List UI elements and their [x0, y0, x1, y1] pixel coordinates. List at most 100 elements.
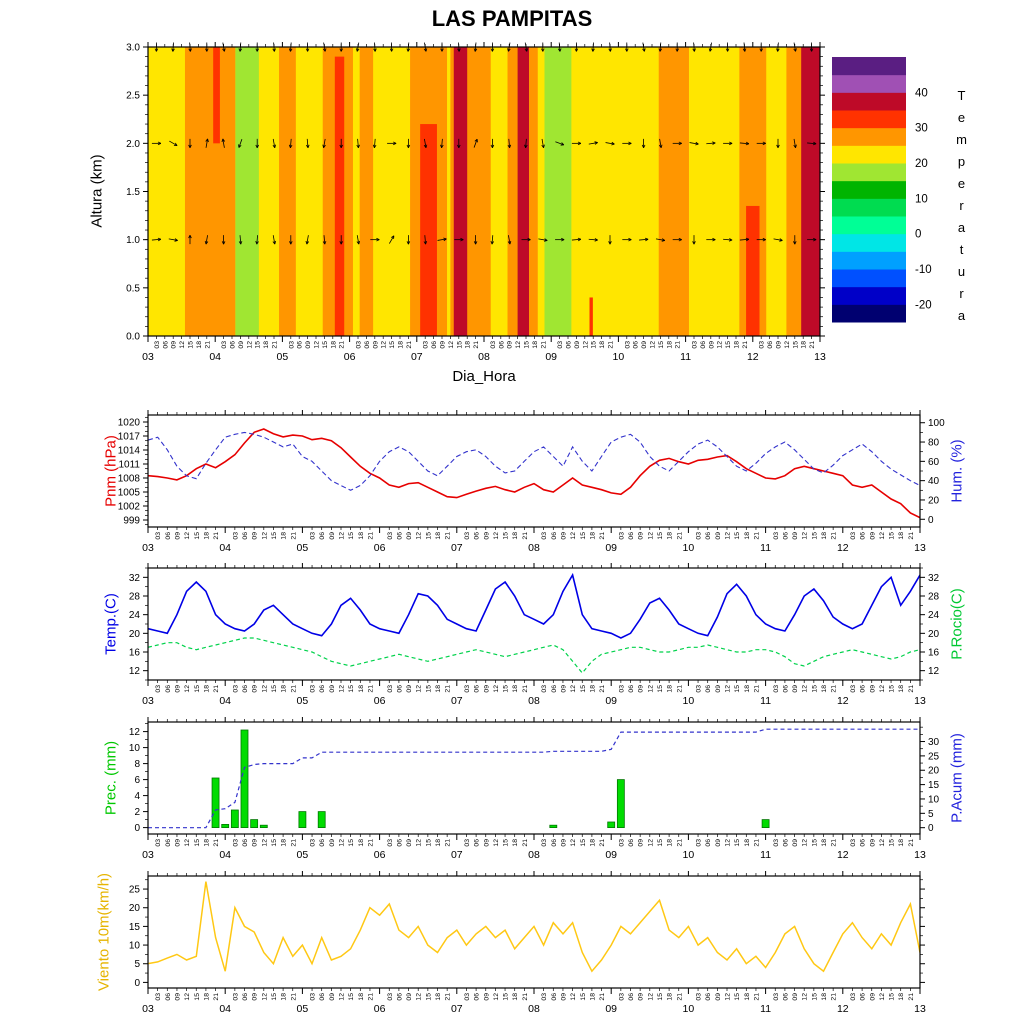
svg-text:15: 15 [811, 685, 818, 693]
svg-text:12: 12 [570, 685, 577, 693]
svg-text:18: 18 [898, 993, 905, 1001]
temp-right-axis: 12 16 20 24 28 32 [920, 567, 940, 681]
svg-text:04: 04 [219, 849, 231, 861]
svg-text:12: 12 [261, 685, 268, 693]
svg-text:06: 06 [782, 839, 789, 847]
svg-text:12: 12 [647, 839, 654, 847]
svg-text:0: 0 [915, 229, 921, 241]
svg-text:04: 04 [209, 351, 221, 363]
svg-text:21: 21 [522, 532, 529, 540]
svg-text:0: 0 [134, 823, 140, 834]
svg-text:09: 09 [174, 532, 181, 540]
svg-text:15: 15 [348, 685, 355, 693]
svg-text:03: 03 [618, 685, 625, 693]
svg-text:03: 03 [624, 341, 631, 349]
svg-text:03: 03 [310, 839, 317, 847]
svg-text:03: 03 [221, 341, 228, 349]
svg-text:21: 21 [742, 341, 749, 349]
svg-text:03: 03 [356, 341, 363, 349]
svg-text:21: 21 [676, 532, 683, 540]
svg-text:09: 09 [605, 1003, 617, 1015]
svg-text:21: 21 [753, 685, 760, 693]
svg-text:09: 09 [715, 685, 722, 693]
svg-text:03: 03 [142, 695, 154, 707]
svg-text:15: 15 [348, 532, 355, 540]
svg-text:18: 18 [744, 685, 751, 693]
svg-text:09: 09 [372, 341, 379, 349]
svg-text:15: 15 [811, 532, 818, 540]
pnm-line [148, 428, 920, 519]
svg-text:1008: 1008 [118, 474, 141, 485]
svg-text:03: 03 [142, 849, 154, 861]
svg-text:15: 15 [734, 993, 741, 1001]
svg-text:18: 18 [203, 993, 210, 1001]
svg-text:21: 21 [608, 341, 615, 349]
svg-text:04: 04 [219, 542, 231, 554]
svg-text:15: 15 [425, 993, 432, 1001]
svg-text:08: 08 [528, 695, 540, 707]
svg-text:03: 03 [773, 532, 780, 540]
svg-text:07: 07 [451, 849, 463, 861]
svg-text:1.0: 1.0 [126, 235, 140, 246]
svg-text:12: 12 [837, 849, 849, 861]
svg-text:12: 12 [184, 839, 191, 847]
svg-text:05: 05 [297, 1003, 309, 1015]
svg-text:06: 06 [374, 695, 386, 707]
svg-text:21: 21 [753, 839, 760, 847]
svg-text:09: 09 [171, 341, 178, 349]
svg-text:18: 18 [281, 839, 288, 847]
svg-text:09: 09 [440, 341, 447, 349]
svg-text:32: 32 [129, 573, 141, 584]
svg-text:10: 10 [129, 941, 141, 952]
svg-text:06: 06 [396, 685, 403, 693]
svg-text:12: 12 [802, 685, 809, 693]
svg-text:09: 09 [406, 532, 413, 540]
viento-left-axis: 0 5 10 15 20 25 [129, 879, 148, 989]
svg-text:06: 06 [474, 993, 481, 1001]
svg-text:15: 15 [348, 993, 355, 1001]
svg-text:2.5: 2.5 [126, 91, 140, 102]
svg-text:21: 21 [367, 993, 374, 1001]
svg-text:09: 09 [174, 685, 181, 693]
svg-text:03: 03 [618, 839, 625, 847]
svg-text:8: 8 [134, 759, 140, 770]
svg-text:03: 03 [464, 993, 471, 1001]
svg-text:13: 13 [914, 849, 926, 861]
svg-text:2: 2 [134, 807, 140, 818]
svg-text:15: 15 [389, 341, 396, 349]
svg-text:18: 18 [512, 532, 519, 540]
svg-text:15: 15 [271, 532, 278, 540]
svg-text:18: 18 [801, 341, 808, 349]
svg-text:15: 15 [348, 839, 355, 847]
svg-text:15: 15 [271, 839, 278, 847]
svg-text:06: 06 [242, 532, 249, 540]
svg-text:09: 09 [483, 839, 490, 847]
svg-text:15: 15 [657, 685, 664, 693]
svg-text:15: 15 [889, 839, 896, 847]
dia-hora-axis-label: Dia_Hora [452, 368, 516, 385]
svg-text:21: 21 [676, 685, 683, 693]
svg-text:15: 15 [811, 993, 818, 1001]
svg-text:08: 08 [528, 542, 540, 554]
svg-text:15: 15 [194, 532, 201, 540]
svg-text:15: 15 [792, 341, 799, 349]
svg-text:21: 21 [599, 839, 606, 847]
svg-text:1017: 1017 [118, 432, 141, 443]
p.rocio-line [148, 637, 920, 674]
svg-text:15: 15 [657, 532, 664, 540]
svg-text:12: 12 [837, 1003, 849, 1015]
svg-text:12: 12 [339, 839, 346, 847]
svg-text:1005: 1005 [118, 488, 141, 499]
svg-text:15: 15 [524, 341, 531, 349]
svg-text:12: 12 [879, 993, 886, 1001]
svg-text:6: 6 [134, 775, 140, 786]
svg-text:03: 03 [232, 685, 239, 693]
svg-text:06: 06 [782, 532, 789, 540]
svg-text:11: 11 [680, 351, 691, 363]
p.acum-line [148, 728, 920, 829]
temperature-colorbar: 40 30 20 10 0 -10 -20 [832, 57, 932, 323]
